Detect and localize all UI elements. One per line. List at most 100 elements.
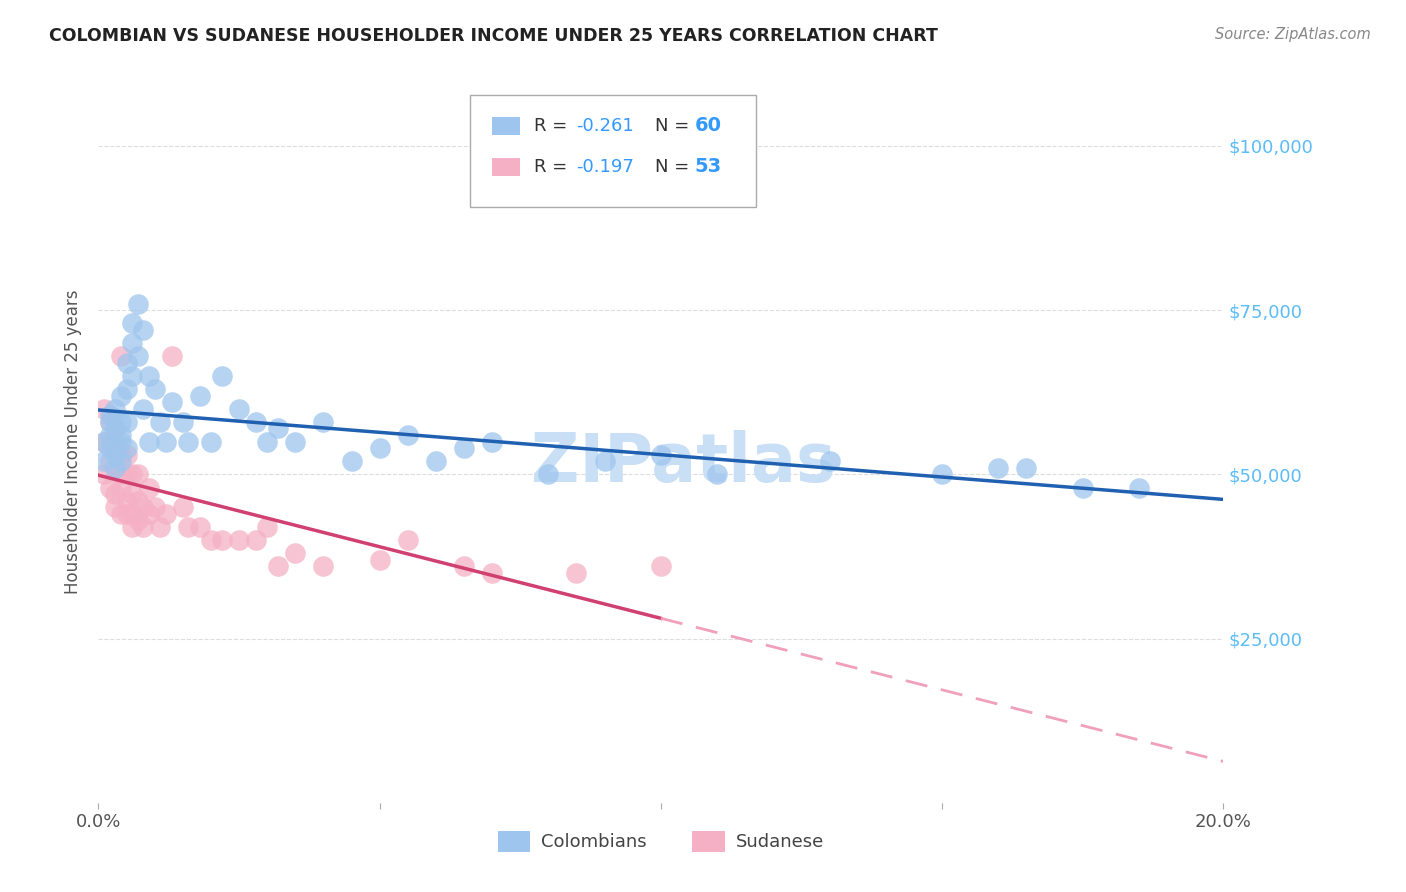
FancyBboxPatch shape [492, 158, 520, 176]
Text: ZIPatlas: ZIPatlas [531, 430, 835, 496]
Point [172, 415, 194, 429]
Point [104, 487, 127, 501]
Point [115, 356, 138, 370]
Point [396, 428, 419, 442]
Point [987, 460, 1010, 475]
Point [368, 553, 391, 567]
Point [127, 349, 149, 363]
Point [115, 382, 138, 396]
Point [98, 441, 121, 455]
Point [93, 434, 115, 449]
Point [818, 454, 841, 468]
Text: N =: N = [655, 117, 695, 135]
Point [211, 368, 233, 383]
Point [110, 428, 132, 442]
Point [115, 467, 138, 482]
Point [284, 546, 307, 560]
Point [115, 415, 138, 429]
Point [481, 566, 503, 580]
Point [143, 500, 166, 515]
Point [650, 559, 672, 574]
Point [98, 481, 121, 495]
Point [1015, 460, 1038, 475]
Point [132, 500, 155, 515]
Point [110, 454, 132, 468]
Point [138, 368, 160, 383]
Point [110, 467, 132, 482]
Y-axis label: Householder Income Under 25 years: Householder Income Under 25 years [65, 289, 83, 594]
Point [284, 434, 307, 449]
Point [110, 434, 132, 449]
Point [1128, 481, 1150, 495]
Point [211, 533, 233, 547]
Text: Source: ZipAtlas.com: Source: ZipAtlas.com [1215, 27, 1371, 42]
Point [368, 441, 391, 455]
Text: 60: 60 [695, 116, 721, 136]
Point [312, 559, 335, 574]
Point [93, 401, 115, 416]
Point [98, 415, 121, 429]
Text: COLOMBIAN VS SUDANESE HOUSEHOLDER INCOME UNDER 25 YEARS CORRELATION CHART: COLOMBIAN VS SUDANESE HOUSEHOLDER INCOME… [49, 27, 938, 45]
Point [149, 520, 172, 534]
Point [121, 487, 143, 501]
Point [110, 481, 132, 495]
Point [340, 454, 363, 468]
Point [172, 500, 194, 515]
Point [931, 467, 953, 482]
Point [256, 520, 278, 534]
Point [110, 448, 132, 462]
Point [200, 533, 222, 547]
Point [453, 441, 475, 455]
Point [104, 500, 127, 515]
Point [177, 434, 200, 449]
Point [228, 533, 250, 547]
Point [110, 349, 132, 363]
Point [98, 415, 121, 429]
Point [127, 467, 149, 482]
Point [115, 507, 138, 521]
Point [453, 559, 475, 574]
Point [104, 421, 127, 435]
Point [155, 507, 177, 521]
Point [104, 421, 127, 435]
Point [93, 467, 115, 482]
Point [110, 415, 132, 429]
Point [143, 382, 166, 396]
Point [138, 507, 160, 521]
Point [110, 388, 132, 402]
Text: N =: N = [655, 158, 695, 176]
Point [93, 454, 115, 468]
Point [537, 467, 560, 482]
Point [481, 434, 503, 449]
Point [706, 467, 728, 482]
Point [245, 533, 267, 547]
Point [104, 441, 127, 455]
Point [121, 520, 143, 534]
Point [160, 395, 183, 409]
Point [127, 296, 149, 310]
Point [104, 460, 127, 475]
Point [188, 388, 211, 402]
Point [121, 368, 143, 383]
Point [121, 467, 143, 482]
Point [160, 349, 183, 363]
Point [93, 434, 115, 449]
Point [1071, 481, 1094, 495]
Point [565, 566, 588, 580]
Point [132, 323, 155, 337]
Point [312, 415, 335, 429]
Point [104, 448, 127, 462]
Point [177, 520, 200, 534]
Point [138, 481, 160, 495]
Point [115, 448, 138, 462]
Point [425, 454, 447, 468]
Point [104, 460, 127, 475]
Point [155, 434, 177, 449]
Point [132, 520, 155, 534]
Point [650, 448, 672, 462]
Text: R =: R = [534, 117, 572, 135]
Point [98, 409, 121, 423]
Point [267, 421, 290, 435]
Point [127, 493, 149, 508]
Point [121, 336, 143, 351]
